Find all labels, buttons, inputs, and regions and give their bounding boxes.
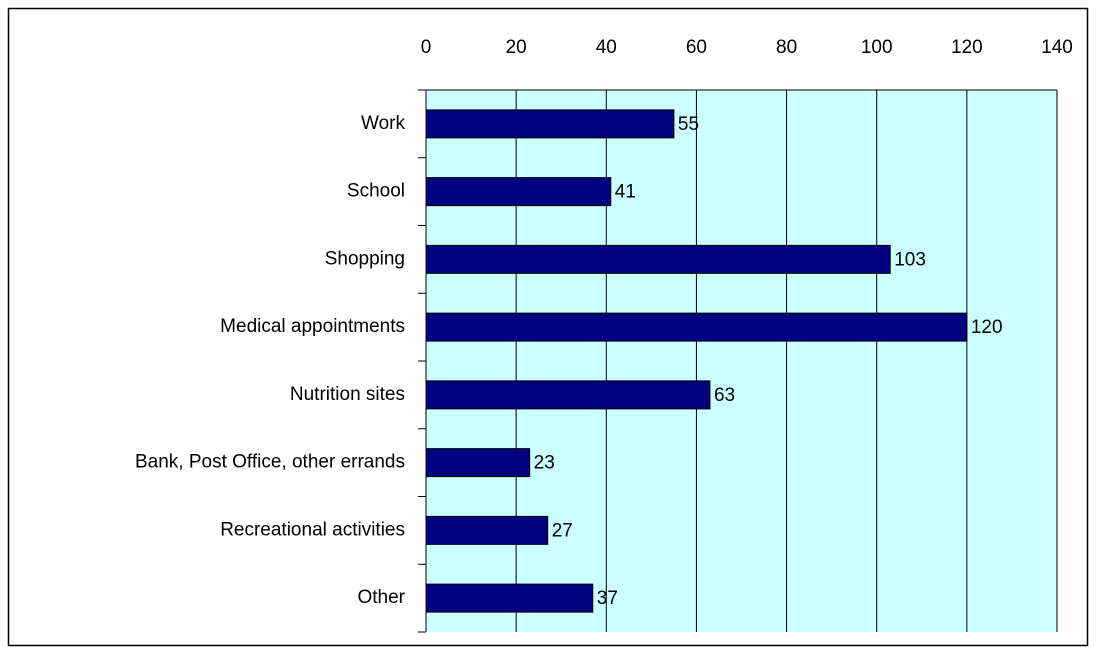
y-tick-label: Bank, Post Office, other errands — [135, 452, 405, 473]
bar — [425, 448, 531, 478]
bar — [425, 177, 612, 207]
data-label: 23 — [534, 453, 555, 474]
bar — [425, 583, 594, 613]
y-tick-label: Medical appointments — [220, 316, 405, 337]
x-tick-label: 140 — [1041, 37, 1073, 58]
data-label: 55 — [678, 114, 699, 135]
data-label: 37 — [597, 588, 618, 609]
y-tick-label: School — [347, 181, 405, 202]
x-tick-label: 20 — [506, 37, 527, 58]
bar — [425, 109, 675, 139]
x-tick-label: 0 — [421, 37, 432, 58]
plot-area — [426, 90, 1057, 632]
x-tick-label: 100 — [861, 37, 893, 58]
data-label: 41 — [615, 182, 636, 203]
data-label: 63 — [714, 385, 735, 406]
y-tick-label: Work — [361, 113, 405, 134]
x-tick-label: 40 — [596, 37, 617, 58]
y-tick-label: Recreational activities — [220, 519, 405, 540]
x-tick-label: 80 — [776, 37, 797, 58]
bar — [425, 515, 549, 545]
bar — [425, 312, 968, 342]
data-label: 120 — [971, 317, 1003, 338]
data-label: 27 — [552, 520, 573, 541]
x-tick-label: 120 — [951, 37, 983, 58]
bar — [425, 244, 891, 274]
bar — [425, 380, 711, 410]
data-label: 103 — [894, 249, 926, 270]
y-tick-label: Shopping — [325, 248, 405, 269]
y-tick-label: Other — [357, 587, 405, 608]
y-tick-label: Nutrition sites — [290, 384, 405, 405]
x-tick-label: 60 — [686, 37, 707, 58]
